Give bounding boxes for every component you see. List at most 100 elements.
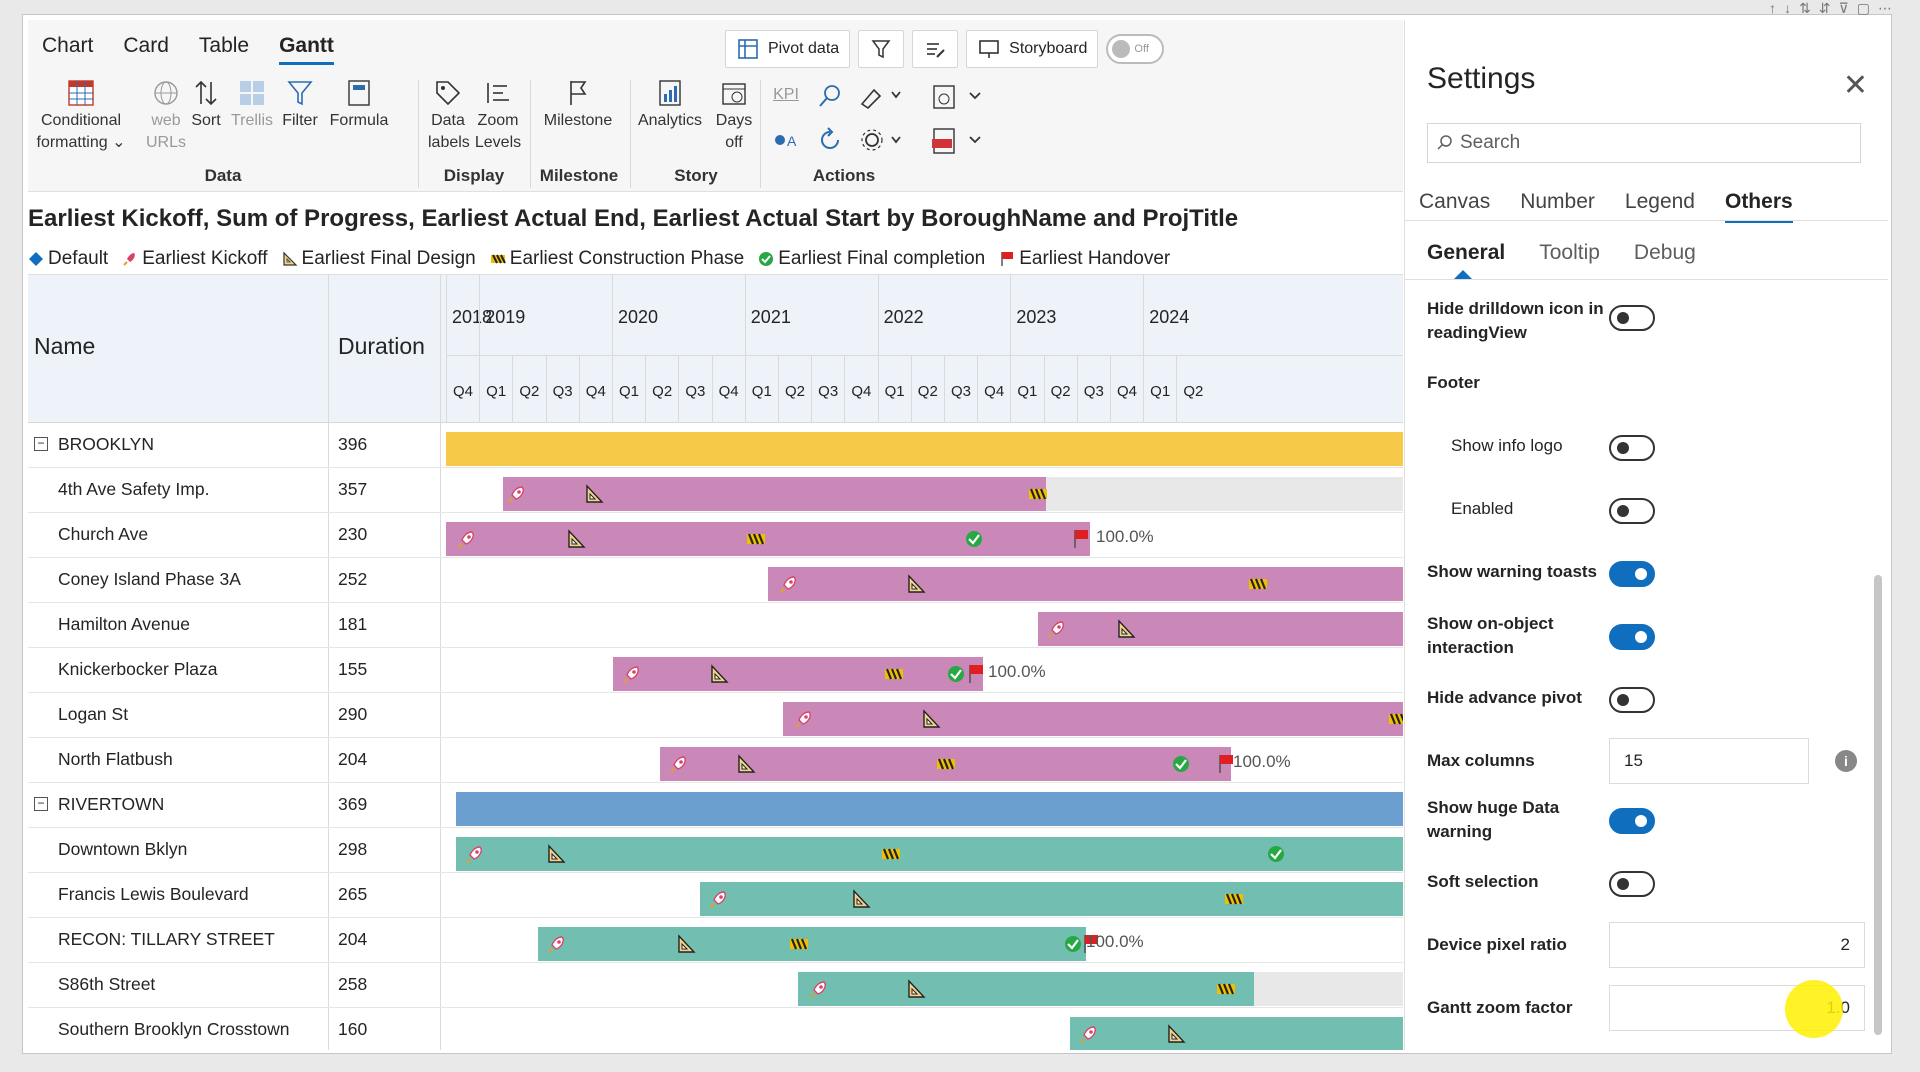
settings-search-input[interactable]: Search (1427, 123, 1861, 163)
rocket-icon[interactable] (793, 709, 813, 729)
check-circle-icon[interactable] (1266, 844, 1286, 864)
barrier-icon[interactable] (1248, 574, 1268, 594)
red-flag-icon[interactable] (966, 664, 986, 684)
task-bar[interactable] (783, 702, 1403, 736)
legend-item[interactable]: Earliest Construction Phase (490, 248, 744, 270)
task-bar[interactable] (1070, 1017, 1403, 1050)
legend-item[interactable]: Earliest Final completion (758, 248, 985, 270)
toggle-show-info-logo[interactable] (1609, 435, 1655, 461)
tab-legend[interactable]: Legend (1624, 190, 1695, 213)
days-off-button[interactable]: Days off (712, 78, 756, 154)
table-row[interactable]: 4th Ave Safety Imp. 357 (28, 468, 1403, 513)
check-circle-icon[interactable] (946, 664, 966, 684)
tab-gantt[interactable]: Gantt (279, 34, 334, 65)
table-row[interactable]: Southern Brooklyn Crosstown 160 (28, 1008, 1403, 1050)
group-bar[interactable] (456, 792, 1403, 826)
red-flag-icon[interactable] (1081, 934, 1101, 954)
max-columns-input[interactable]: 15 (1609, 738, 1809, 784)
subtab-general[interactable]: General (1427, 241, 1506, 264)
tab-table[interactable]: Table (198, 34, 250, 57)
scrollbar[interactable] (1874, 575, 1882, 1035)
collapse-icon[interactable]: − (34, 797, 48, 811)
pdf-icon[interactable] (930, 126, 986, 156)
rocket-icon[interactable] (808, 979, 828, 999)
check-circle-icon[interactable] (964, 529, 984, 549)
task-bar[interactable] (456, 837, 1403, 871)
rocket-icon[interactable] (668, 754, 688, 774)
toggle-hide-pivot[interactable] (1609, 687, 1655, 713)
rocket-icon[interactable] (1078, 1024, 1098, 1044)
column-header-name[interactable]: Name (34, 333, 96, 359)
subtab-debug[interactable]: Debug (1633, 241, 1696, 264)
clear-filter-button[interactable] (858, 30, 905, 68)
tab-card[interactable]: Card (123, 34, 169, 57)
conditional-formatting-button[interactable]: Conditional formatting ⌄ (36, 78, 126, 154)
sort-button[interactable]: Sort (186, 78, 226, 132)
formula-button[interactable]: Formula (326, 78, 392, 132)
table-row[interactable]: Logan St 290 (28, 693, 1403, 738)
legend-item[interactable]: Earliest Final Design (282, 248, 476, 270)
tab-chart[interactable]: Chart (42, 34, 94, 57)
group-row[interactable]: − BROOKLYN 396 (28, 423, 1403, 468)
group-row[interactable]: − RIVERTOWN 369 (28, 783, 1403, 828)
table-row[interactable]: Francis Lewis Boulevard 265 (28, 873, 1403, 918)
rocket-icon[interactable] (1046, 619, 1066, 639)
milestone-button[interactable]: Milestone (536, 78, 620, 132)
barrier-icon[interactable] (936, 754, 956, 774)
barrier-icon[interactable] (881, 844, 901, 864)
set-square-icon[interactable] (906, 979, 926, 999)
column-header-duration[interactable]: Duration (338, 333, 425, 359)
zoom-levels-button[interactable]: Zoom Levels (474, 78, 522, 154)
set-square-icon[interactable] (584, 484, 604, 504)
legend-item[interactable]: Default (28, 248, 108, 270)
table-row[interactable]: Hamilton Avenue 181 (28, 603, 1403, 648)
barrier-icon[interactable] (789, 934, 809, 954)
analytics-button[interactable]: Analytics (632, 78, 708, 132)
set-square-icon[interactable] (851, 889, 871, 909)
set-square-icon[interactable] (676, 934, 696, 954)
red-flag-icon[interactable] (1216, 754, 1236, 774)
toggle-huge-data[interactable] (1609, 808, 1655, 834)
gear-icon[interactable] (858, 126, 904, 154)
table-row[interactable]: Downtown Bklyn 298 (28, 828, 1403, 873)
task-bar[interactable] (446, 522, 1090, 556)
tab-canvas[interactable]: Canvas (1419, 190, 1491, 213)
set-square-icon[interactable] (566, 529, 586, 549)
toggle-warning-toasts[interactable] (1609, 561, 1655, 587)
toggle-soft-selection[interactable] (1609, 871, 1655, 897)
table-row[interactable]: North Flatbush 204 100.0% (28, 738, 1403, 783)
set-square-icon[interactable] (709, 664, 729, 684)
export-settings-icon[interactable] (930, 82, 986, 112)
table-row[interactable]: RECON: TILLARY STREET 204 100.0% (28, 918, 1403, 963)
rocket-icon[interactable] (464, 844, 484, 864)
close-icon[interactable]: ✕ (1842, 69, 1868, 102)
set-square-icon[interactable] (546, 844, 566, 864)
pivot-data-button[interactable]: Pivot data (725, 30, 851, 68)
edit-button[interactable] (912, 30, 959, 68)
task-bar[interactable] (538, 927, 1086, 961)
device-pixel-ratio-input[interactable]: 2 (1609, 922, 1865, 968)
tab-others[interactable]: Others (1724, 190, 1793, 223)
task-bar[interactable] (798, 972, 1254, 1006)
rocket-icon[interactable] (456, 529, 476, 549)
storyboard-button[interactable]: Storyboard (966, 30, 1099, 68)
set-square-icon[interactable] (1166, 1024, 1186, 1044)
table-row[interactable]: Knickerbocker Plaza 155 100.0% (28, 648, 1403, 693)
barrier-icon[interactable] (884, 664, 904, 684)
paint-brush-icon[interactable] (858, 82, 904, 110)
web-urls-button[interactable]: web URLs (146, 78, 186, 154)
barrier-icon[interactable] (1224, 889, 1244, 909)
task-bar[interactable] (1038, 612, 1403, 646)
collapse-icon[interactable]: − (34, 437, 48, 451)
red-flag-icon[interactable] (1071, 529, 1091, 549)
table-row[interactable]: S86th Street 258 (28, 963, 1403, 1008)
search-zoom-icon[interactable] (816, 82, 844, 110)
tab-number[interactable]: Number (1520, 190, 1595, 213)
kpi-button[interactable]: KPI (770, 84, 802, 106)
refresh-icon[interactable] (816, 126, 844, 154)
task-bar[interactable] (700, 882, 1403, 916)
table-row[interactable]: Church Ave 230 100.0% (28, 513, 1403, 558)
series-icon[interactable]: A (774, 128, 804, 152)
toggle-enabled[interactable] (1609, 498, 1655, 524)
rocket-icon[interactable] (506, 484, 526, 504)
